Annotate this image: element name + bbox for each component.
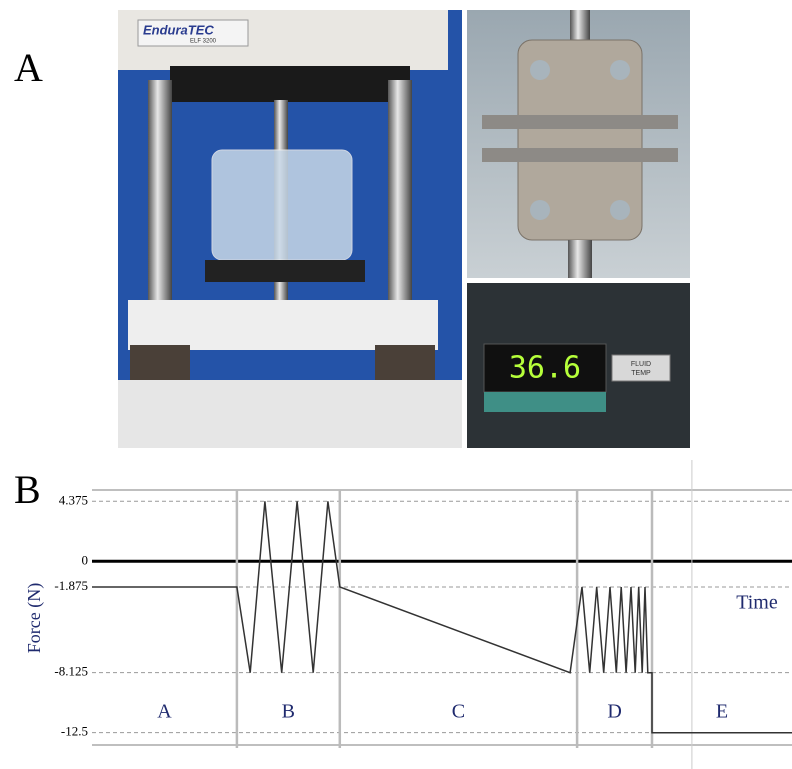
photo-fixture	[467, 10, 690, 278]
brand-label: EnduraTEC	[143, 22, 214, 37]
force-line	[92, 501, 792, 734]
y-tick-label: -1.875	[54, 578, 88, 593]
phase-label: A	[157, 701, 172, 723]
y-tick-label: 0	[82, 552, 89, 567]
y-tick-label: -12.5	[61, 724, 88, 739]
plot: 4.375 0 -1.875 -8.125 -12.5 A B C D E Time	[54, 460, 792, 769]
model-label: ELF 3200	[190, 39, 217, 45]
y-tick-label: 4.375	[59, 492, 88, 507]
photo-display	[467, 283, 690, 448]
annotation: Time	[736, 592, 778, 614]
panel-label: A	[14, 45, 43, 90]
display-label: FLUID	[631, 361, 651, 368]
phase-label: E	[716, 701, 728, 723]
y-axis-title: Force (N)	[24, 583, 45, 653]
photo-machine	[118, 10, 462, 448]
y-tick-label: -8.125	[54, 664, 88, 679]
phase-label: B	[282, 701, 295, 723]
display-label: TEMP	[631, 370, 651, 377]
panel-label: B	[14, 467, 41, 512]
phase-label: C	[452, 701, 465, 723]
phase-label: D	[607, 701, 621, 723]
temperature-readout: 36.6	[509, 351, 581, 386]
